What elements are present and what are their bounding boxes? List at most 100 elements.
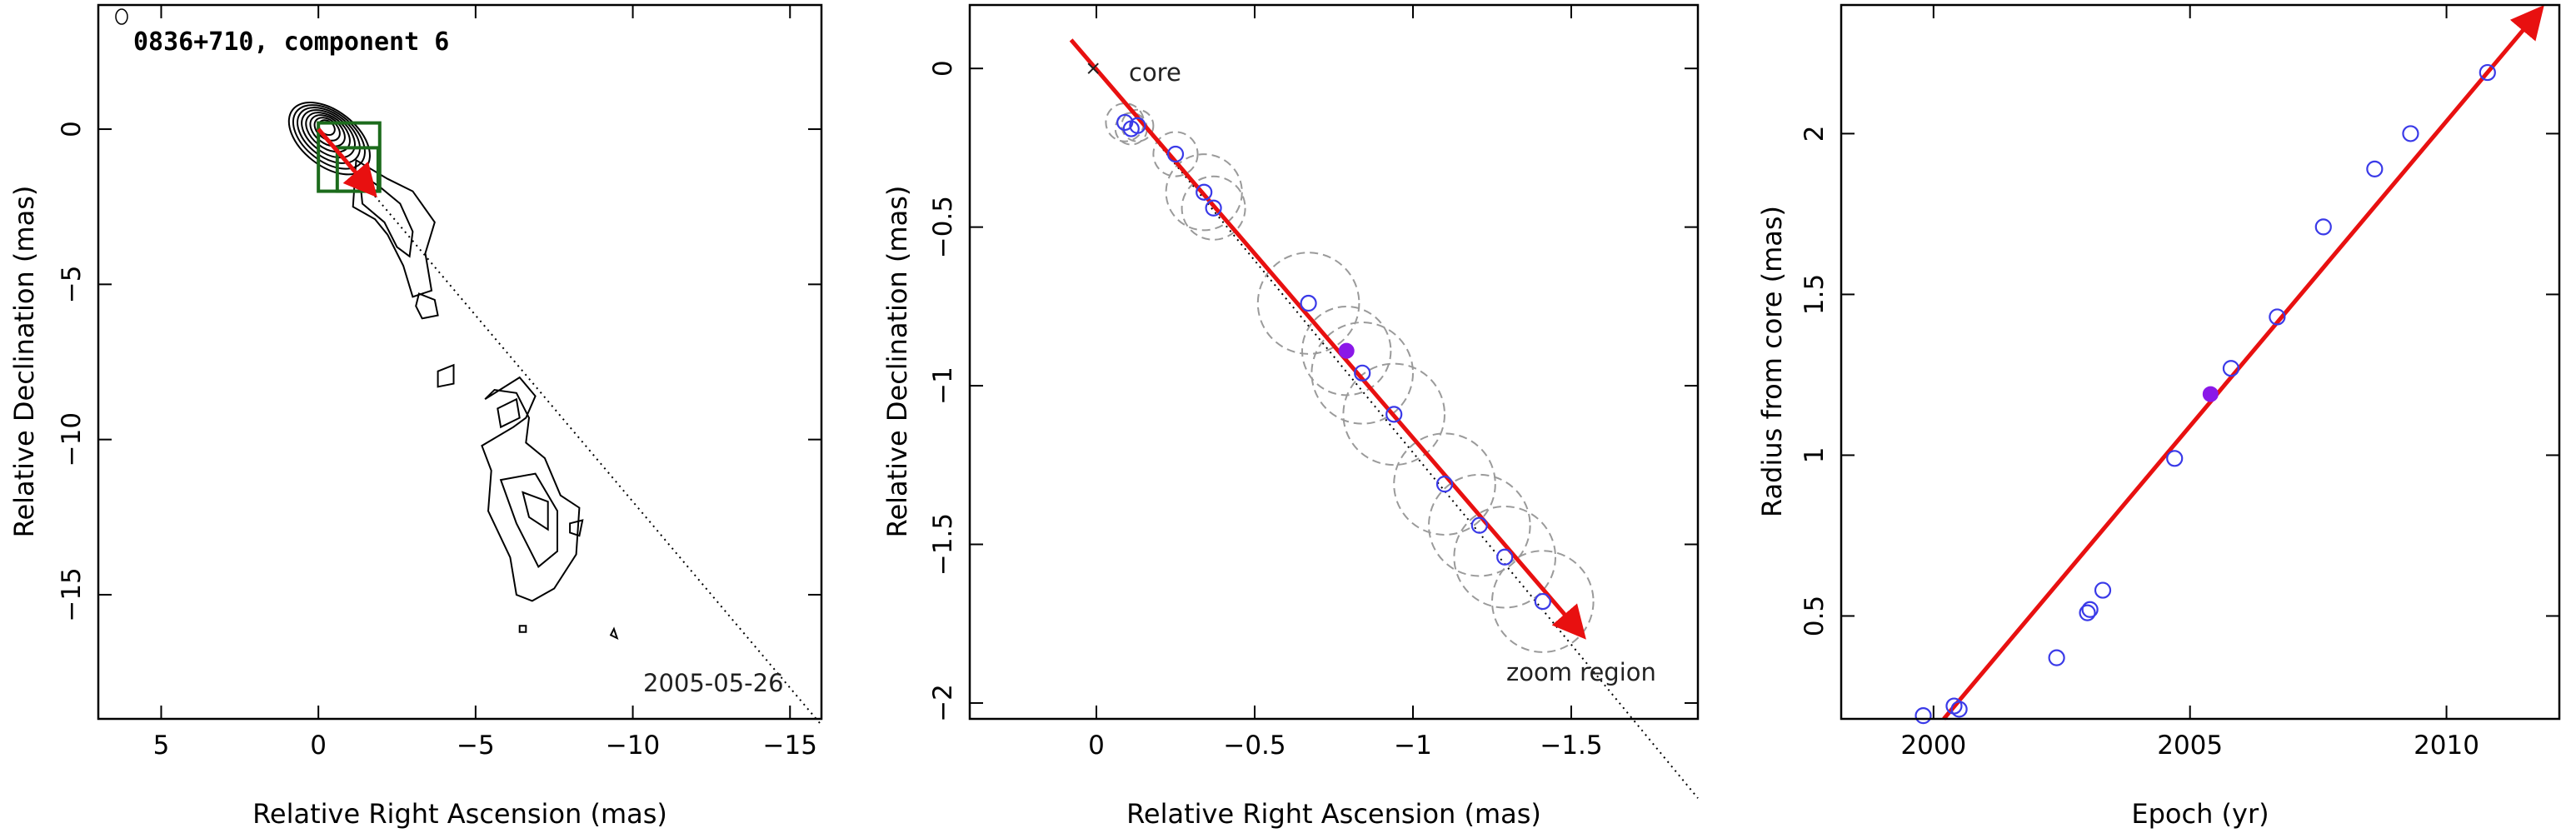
panel1-x-axis-label: Relative Right Ascension (mas)	[252, 798, 667, 830]
component-size-ring	[1181, 175, 1246, 241]
component-size-ring	[1256, 252, 1360, 355]
fit-arrow	[1942, 5, 2544, 721]
panel1-frame	[97, 3, 823, 721]
y-tick-label: 1.5	[1800, 274, 1830, 315]
core-contour	[287, 102, 371, 176]
y-tick-label: 1	[1800, 447, 1830, 464]
jet-contour	[481, 376, 581, 602]
data-point	[2402, 125, 2419, 142]
component-size-ring	[1428, 473, 1531, 577]
data-point	[1496, 548, 1514, 566]
component-size-ring	[1453, 505, 1556, 609]
panel3-y-axis-label: Radius from core (mas)	[1756, 206, 1788, 517]
y-tick-label: −0.5	[928, 196, 958, 258]
x-tick-label: −0.5	[1223, 731, 1286, 761]
data-point	[1300, 294, 1317, 312]
panel2-zoom-region-label: zoom region	[1506, 658, 1656, 686]
jet-contour	[352, 158, 436, 298]
panel-zoom-trajectory: core zoom region 0 −0.5 −1 −1.5 0 −0.5 −1 −1.5 −…	[881, 3, 1700, 830]
data-point	[2094, 581, 2112, 599]
x-tick-label: 2000	[1900, 731, 1966, 761]
data-point	[2081, 601, 2099, 618]
panel2-core-label: core	[1129, 58, 1181, 87]
data-point	[1435, 476, 1454, 493]
data-point	[2222, 360, 2240, 377]
beam-marker	[115, 8, 128, 25]
y-tick-label: 0.5	[1800, 596, 1830, 636]
component-size-ring	[1310, 322, 1414, 425]
core-marker	[1087, 62, 1099, 74]
trajectory-line	[1096, 67, 1699, 799]
highlight-point	[1338, 342, 1355, 359]
x-tick-label: 2005	[2157, 731, 2223, 761]
jet-contour	[499, 472, 558, 568]
y-tick-label: −1	[928, 367, 958, 405]
component-size-ring	[1491, 550, 1595, 653]
data-point	[1196, 183, 1213, 201]
x-tick-label: −1	[1394, 731, 1432, 761]
component-size-ring	[1393, 432, 1496, 536]
panel2-frame	[968, 3, 1700, 721]
x-tick-label: −15	[763, 731, 817, 761]
jet-contour	[609, 626, 619, 641]
data-point	[1129, 117, 1146, 134]
component-size-ring	[1152, 131, 1199, 177]
data-point	[2079, 604, 2096, 621]
panel-contour-map: 0836+710, component 6 2005-05-26 5 0 −5 −10…	[8, 3, 823, 830]
x-tick-label: −5	[457, 731, 495, 761]
fit-arrow	[317, 127, 377, 198]
data-point	[1470, 516, 1488, 534]
data-point	[2269, 308, 2286, 326]
y-tick-label: −5	[57, 265, 87, 303]
panel1-y-axis-label: Relative Declination (mas)	[8, 186, 40, 538]
data-point	[1534, 592, 1551, 611]
x-tick-label: 2010	[2414, 731, 2479, 761]
data-point	[2479, 63, 2496, 82]
jet-contour	[518, 625, 527, 633]
trajectory-line	[317, 128, 822, 726]
jet-contour	[569, 519, 584, 537]
panel1-title: 0836+710, component 6	[133, 27, 449, 57]
data-point	[1205, 199, 1222, 217]
panel3-frame	[1840, 3, 2561, 721]
component-size-ring	[1301, 305, 1392, 397]
jet-contour	[437, 363, 455, 388]
y-tick-label: 0	[57, 121, 87, 137]
y-tick-label: −15	[57, 567, 87, 621]
data-point	[2314, 218, 2332, 236]
data-point	[1915, 707, 1932, 725]
x-tick-label: −10	[606, 731, 660, 761]
jet-contour	[522, 491, 549, 531]
data-point	[1950, 701, 1968, 718]
component-size-ring	[1165, 153, 1243, 232]
data-point	[1116, 113, 1134, 132]
data-point	[2366, 160, 2384, 177]
panel-radius-vs-epoch: 2000 2005 2010 0.5 1 1.5 2 Epoch (yr) Radius f…	[1756, 3, 2561, 830]
core-contour	[297, 107, 361, 164]
component-size-ring	[1342, 362, 1445, 466]
y-tick-label: −1.5	[928, 513, 958, 576]
x-tick-label: 0	[1088, 731, 1105, 761]
panel2-x-axis-label: Relative Right Ascension (mas)	[1126, 798, 1541, 830]
y-tick-label: 0	[928, 60, 958, 77]
component-size-ring	[1121, 108, 1155, 142]
x-tick-label: 0	[310, 731, 327, 761]
panel3-x-axis-label: Epoch (yr)	[2131, 798, 2269, 830]
panel1-date-annotation: 2005-05-26	[643, 669, 784, 697]
y-tick-label: −2	[928, 684, 958, 722]
data-point	[1166, 145, 1185, 163]
data-point	[1354, 364, 1371, 382]
panel2-y-axis-label: Relative Declination (mas)	[881, 186, 913, 538]
jet-contour	[357, 171, 414, 258]
jet-contour	[497, 397, 521, 429]
x-tick-label: 5	[153, 731, 170, 761]
fit-arrow	[1069, 38, 1586, 640]
highlight-point	[2202, 386, 2219, 402]
y-tick-label: −10	[57, 412, 87, 466]
y-tick-label: 2	[1800, 126, 1830, 142]
data-point	[2166, 450, 2184, 467]
jet-contour	[415, 292, 439, 320]
x-tick-label: −1.5	[1540, 731, 1602, 761]
data-point	[2048, 649, 2065, 666]
